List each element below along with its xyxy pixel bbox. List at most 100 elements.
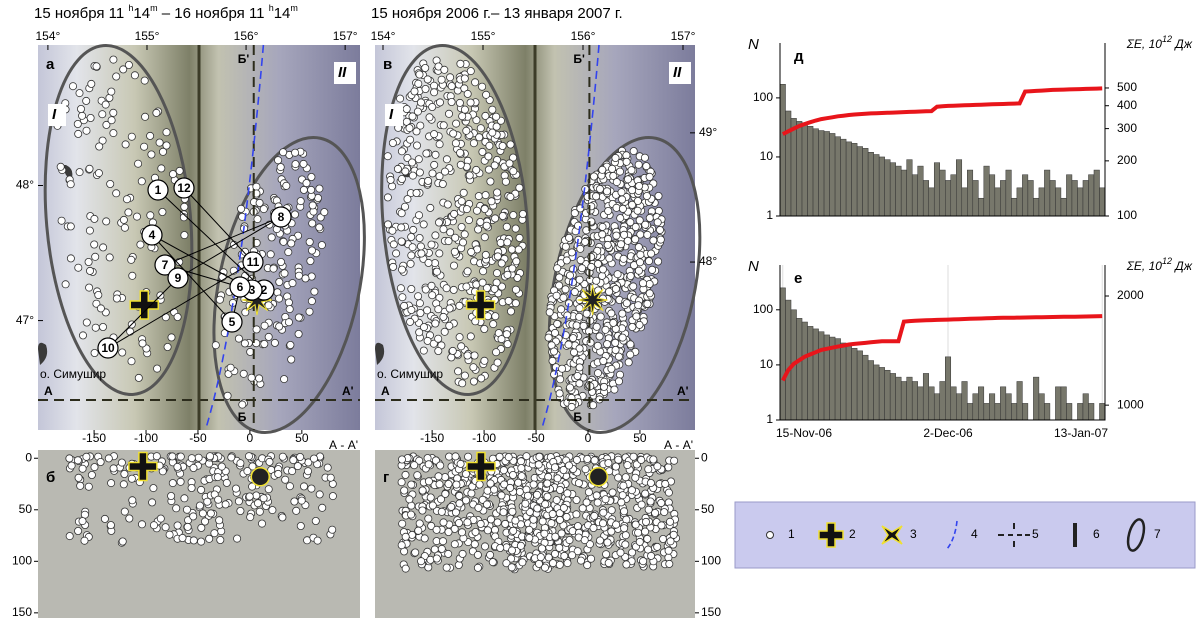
hypocenter: [256, 508, 263, 515]
hypocenter: [536, 453, 543, 460]
hypocenter: [418, 558, 425, 565]
hypocenter: [524, 492, 531, 499]
hypocenter: [602, 496, 609, 503]
bar: [841, 343, 847, 420]
epicenter: [439, 180, 446, 187]
epicenter: [657, 236, 664, 243]
epicenter: [119, 349, 126, 356]
hypocenter: [266, 458, 273, 465]
hypocenter: [638, 501, 645, 508]
epicenter: [558, 306, 565, 313]
epicenter: [286, 306, 293, 313]
hypocenter: [618, 499, 625, 506]
epicenter: [593, 193, 600, 200]
bar: [797, 318, 803, 420]
hypocenter: [457, 460, 464, 467]
epicenter: [489, 129, 496, 136]
epicenter: [436, 99, 443, 106]
hypocenter: [126, 515, 133, 522]
epicenter: [390, 263, 397, 270]
bar: [962, 381, 968, 420]
hypocenter: [199, 510, 206, 517]
epicenter: [643, 192, 650, 199]
hypocenter: [564, 560, 571, 567]
epicenter: [398, 210, 405, 217]
epicenter: [212, 342, 219, 349]
epicenter: [446, 322, 453, 329]
bar: [896, 166, 902, 216]
hypocenter: [662, 480, 669, 487]
epicenter: [482, 112, 489, 119]
hypocenter: [190, 537, 197, 544]
epicenter: [268, 234, 275, 241]
bar: [956, 394, 962, 420]
epicenter: [503, 223, 510, 230]
lat-tick-label: 47°: [16, 313, 34, 327]
epicenter: [415, 156, 422, 163]
x-tick-label: -100: [134, 431, 158, 445]
hypocenter: [169, 453, 176, 460]
hypocenter: [293, 507, 300, 514]
epicenter: [168, 334, 175, 341]
hypocenter: [541, 564, 548, 571]
hypocenter: [487, 516, 494, 523]
x-tick-label: -100: [472, 431, 496, 445]
bar: [1022, 175, 1028, 216]
epicenter: [133, 213, 140, 220]
epicenter: [475, 193, 482, 200]
bar: [973, 394, 979, 420]
epicenter: [491, 162, 498, 169]
epicenter: [629, 187, 636, 194]
epicenter: [422, 85, 429, 92]
epicenter: [164, 343, 171, 350]
hypocenter: [465, 453, 472, 460]
epicenter: [76, 169, 83, 176]
epicenter: [113, 190, 120, 197]
epicenter: [288, 356, 295, 363]
epicenter: [176, 167, 183, 174]
epicenter: [91, 349, 98, 356]
hypocenter: [548, 520, 555, 527]
epicenter: [409, 159, 416, 166]
hypocenter: [632, 521, 639, 528]
epicenter: [408, 252, 415, 259]
epicenter: [408, 233, 415, 240]
bar: [841, 139, 847, 216]
epicenter: [154, 365, 161, 372]
epicenter: [420, 221, 427, 228]
map-title-part: 15 ноября 11: [34, 5, 128, 22]
section-letter: б: [46, 469, 55, 486]
epicenter: [297, 198, 304, 205]
epicenter: [504, 341, 511, 348]
hypocenter: [518, 473, 525, 480]
bar: [1022, 403, 1028, 420]
epicenter: [612, 285, 619, 292]
epicenter: [95, 170, 102, 177]
hypocenter: [437, 462, 444, 469]
epicenter: [463, 127, 470, 134]
epicenter: [504, 239, 511, 246]
hypocenter: [228, 454, 235, 461]
y2-axis-title-part: ΣE, 10: [1126, 37, 1163, 51]
epicenter: [559, 365, 566, 372]
epicenter: [128, 358, 135, 365]
epicenter: [174, 313, 181, 320]
epicenter: [444, 201, 451, 208]
bar: [912, 381, 918, 420]
epicenter: [277, 164, 284, 171]
epicenter: [147, 132, 154, 139]
epicenter: [633, 313, 640, 320]
epicenter: [435, 335, 442, 342]
epicenter: [492, 215, 499, 222]
epicenter: [645, 258, 652, 265]
epicenter: [276, 278, 283, 285]
bar: [824, 131, 830, 216]
hypocenter: [157, 515, 164, 522]
epicenter: [450, 262, 457, 269]
epicenter: [397, 95, 404, 102]
hypocenter: [512, 517, 519, 524]
hypocenter: [458, 529, 465, 536]
epicenter: [86, 227, 93, 234]
epicenter: [614, 271, 621, 278]
bar: [967, 170, 973, 216]
